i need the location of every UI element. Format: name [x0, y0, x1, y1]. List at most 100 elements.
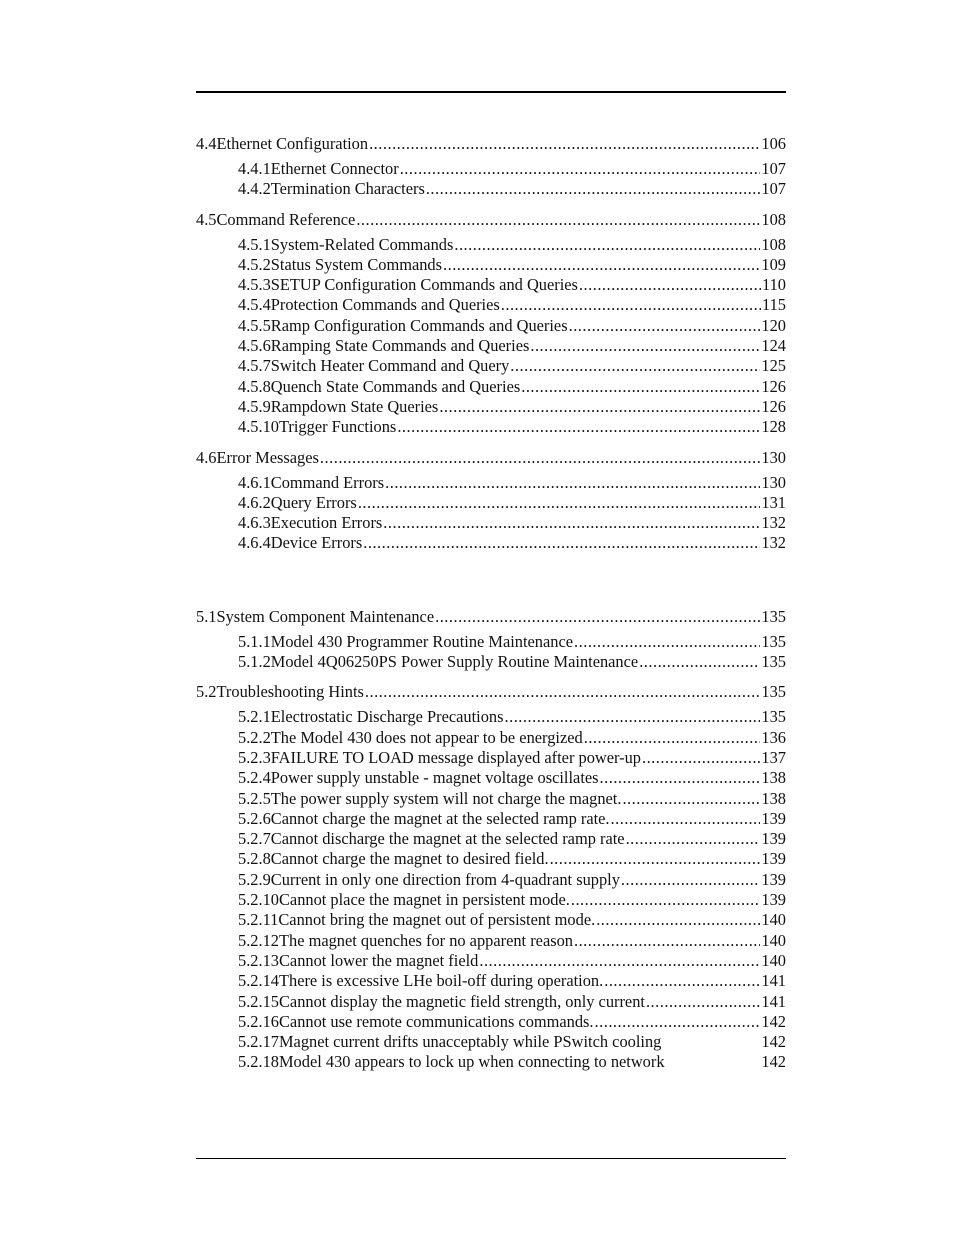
toc-entry-title: Switch Heater Command and Query	[270, 356, 510, 376]
toc-subsection-entry[interactable]: 5.2.11 Cannot bring the magnet out of per…	[196, 910, 786, 930]
toc-entry-page: 124	[761, 336, 786, 356]
toc-subsection-entry[interactable]: 5.1.2 Model 4Q06250PS Power Supply Routin…	[196, 652, 786, 672]
dot-leader	[550, 849, 761, 869]
toc-entry-page: 138	[761, 788, 786, 808]
toc-entry-page: 139	[761, 890, 786, 910]
toc-subsection-entry[interactable]: 5.2.4 Power supply unstable - magnet volt…	[196, 768, 786, 788]
toc-subsection-entry[interactable]: 4.5.3 SETUP Configuration Commands and Qu…	[196, 275, 786, 295]
dot-leader	[521, 377, 760, 397]
toc-entry-number: 5.2.12	[238, 930, 279, 950]
toc-entry-page: 139	[761, 869, 786, 889]
toc-subsection-entry[interactable]: 5.2.9 Current in only one direction from …	[196, 870, 786, 890]
toc-entry-page: 107	[761, 159, 786, 178]
toc-entry-page: 126	[761, 376, 786, 396]
toc-entry-number: 5.2.13	[238, 950, 279, 970]
toc-subsection-entry[interactable]: 5.2.7 Cannot discharge the magnet at the …	[196, 829, 786, 849]
toc-entry-number: 5.2.4	[238, 768, 271, 788]
dot-leader	[426, 179, 761, 199]
toc-subsection-entry[interactable]: 5.2.14 There is excessive LHe boil-off du…	[196, 971, 786, 991]
toc-entry-title: Cannot lower the magnet field	[278, 950, 479, 970]
dot-leader	[574, 632, 760, 652]
toc-entry-page: 109	[761, 254, 786, 274]
toc-entry-number: 4.6.2	[238, 492, 271, 512]
toc-entry-title: Device Errors	[270, 533, 363, 553]
toc-entry-page: 131	[761, 492, 786, 512]
toc-entry-number: 4.6	[196, 447, 217, 467]
toc-subsection-entry[interactable]: 5.2.15 Cannot display the magnetic field …	[196, 992, 786, 1012]
toc-entry-number: 5.2.17	[238, 1032, 279, 1052]
toc-subsection-entry[interactable]: 5.2.8 Cannot charge the magnet to desired…	[196, 849, 786, 869]
dot-leader	[385, 473, 760, 493]
toc-subsection-entry[interactable]: 5.2.10 Cannot place the magnet in persist…	[196, 890, 786, 910]
toc-subsection-entry[interactable]: 5.2.5 The power supply system will not ch…	[196, 789, 786, 809]
toc-entry-page: 139	[761, 808, 786, 828]
toc-entry-page: 126	[761, 396, 786, 416]
dot-leader	[439, 397, 760, 417]
dot-leader	[596, 910, 760, 930]
dot-leader	[584, 728, 761, 748]
toc-entry-title: SETUP Configuration Commands and Queries	[270, 275, 578, 295]
toc-entry-title: Ramp Configuration Commands and Queries	[270, 315, 568, 335]
toc-entry-page: 140	[761, 910, 786, 930]
toc-subsection-entry[interactable]: 5.2.6 Cannot charge the magnet at the sel…	[196, 809, 786, 829]
toc-entry-page: 132	[761, 533, 786, 553]
toc-entry-title: Ramping State Commands and Queries	[270, 336, 530, 356]
toc-entry-page: 139	[761, 829, 786, 849]
toc-entry-title: The Model 430 does not appear to be ener…	[270, 727, 583, 747]
toc-entry-title: Model 430 appears to lock up when connec…	[278, 1052, 665, 1072]
toc-entry-number: 4.5	[196, 209, 217, 229]
toc-subsection-entry[interactable]: 5.2.18 Model 430 appears to lock up when …	[196, 1052, 786, 1072]
dot-leader	[363, 533, 760, 553]
toc-entry-page: 130	[761, 472, 786, 492]
toc-entry-title: Power supply unstable - magnet voltage o…	[270, 768, 599, 788]
toc-entry-number: 5.2.1	[238, 707, 271, 727]
dot-leader	[579, 275, 761, 295]
toc-entry-title: Cannot charge the magnet to desired fiel…	[270, 849, 549, 869]
dot-leader	[626, 829, 761, 849]
dot-leader	[604, 971, 760, 991]
toc-subsection-entry[interactable]: 5.2.12 The magnet quenches for no apparen…	[196, 931, 786, 951]
toc-entry-page: 140	[761, 930, 786, 950]
toc-entry-page: 135	[761, 631, 786, 651]
dot-leader	[356, 210, 760, 230]
toc-subsection-entry[interactable]: 5.2.3 FAILURE TO LOAD message displayed a…	[196, 748, 786, 768]
toc-subsection-entry[interactable]: 5.2.1 Electrostatic Discharge Precautions…	[196, 707, 786, 727]
toc-entry-page: 108	[761, 234, 786, 254]
dot-leader	[595, 1012, 761, 1032]
dot-leader	[454, 235, 760, 255]
toc-subsection-entry[interactable]: 5.2.17 Magnet current drifts unacceptably…	[196, 1032, 786, 1052]
toc-subsection-entry[interactable]: 5.2.16 Cannot use remote communications c…	[196, 1012, 786, 1032]
toc-subsection-entry[interactable]: 4.5.5 Ramp Configuration Commands and Que…	[196, 316, 786, 336]
toc-entry-title: Magnet current drifts unacceptably while…	[278, 1032, 662, 1052]
toc-entry-page: 115	[762, 295, 786, 315]
toc-subsection-entry[interactable]: 5.2.2 The Model 430 does not appear to be…	[196, 728, 786, 748]
toc-entry-number: 5.2.2	[238, 727, 271, 747]
toc-entry-page: 128	[761, 417, 786, 437]
toc-subsection-entry[interactable]: 5.1.1 Model 430 Programmer Routine Mainte…	[196, 632, 786, 652]
toc-entry-number: 4.5.5	[238, 315, 271, 335]
toc-entry-title: Trigger Functions	[278, 417, 397, 437]
dot-leader	[501, 295, 761, 315]
toc-entry-title: Cannot place the magnet in persistent mo…	[278, 890, 570, 910]
toc-entry-number: 5.2.10	[238, 890, 279, 910]
